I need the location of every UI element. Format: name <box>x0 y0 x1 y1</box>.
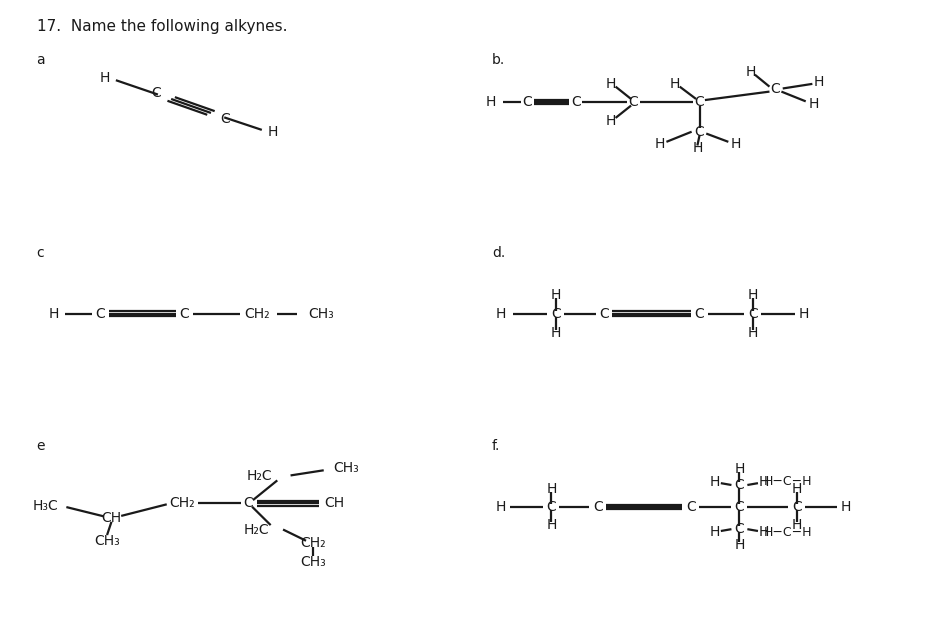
Text: CH₃: CH₃ <box>299 556 325 569</box>
Text: C: C <box>748 307 758 321</box>
Text: CH₂: CH₂ <box>245 307 271 321</box>
Text: H: H <box>48 307 60 321</box>
Text: H: H <box>759 525 769 539</box>
Text: H: H <box>745 64 756 79</box>
Text: H: H <box>692 141 702 155</box>
Text: H₂C: H₂C <box>244 523 270 536</box>
Text: H: H <box>496 307 506 321</box>
Text: H: H <box>710 476 720 489</box>
Text: H−C−H: H−C−H <box>764 526 812 539</box>
Text: e: e <box>36 439 45 453</box>
Text: C: C <box>629 95 638 109</box>
Text: C: C <box>523 95 532 109</box>
Text: C: C <box>547 500 556 514</box>
Text: H₂C: H₂C <box>246 469 272 483</box>
Text: 17.  Name the following alkynes.: 17. Name the following alkynes. <box>37 19 287 33</box>
Text: H₃C: H₃C <box>33 499 58 513</box>
Text: C: C <box>571 95 580 109</box>
Text: C: C <box>220 112 231 126</box>
Text: H: H <box>748 326 758 340</box>
Text: C: C <box>686 500 696 514</box>
Text: C: C <box>593 500 603 514</box>
Text: C: C <box>551 307 561 321</box>
Text: C: C <box>695 307 704 321</box>
Text: C: C <box>770 82 779 96</box>
Text: H: H <box>791 518 802 532</box>
Text: H: H <box>731 137 741 151</box>
Text: C: C <box>179 307 190 321</box>
Text: H: H <box>496 500 506 514</box>
Text: CH₂: CH₂ <box>299 536 325 550</box>
Text: H: H <box>546 518 557 532</box>
Text: H: H <box>734 462 745 476</box>
Text: C: C <box>600 307 609 321</box>
Text: H: H <box>551 288 561 301</box>
Text: C: C <box>735 500 744 514</box>
Text: CH₃: CH₃ <box>309 307 335 321</box>
Text: CH₃: CH₃ <box>333 461 359 474</box>
Text: H: H <box>798 307 809 321</box>
Text: CH₂: CH₂ <box>169 497 195 510</box>
Text: H: H <box>485 95 497 109</box>
Text: H: H <box>808 97 819 111</box>
Text: H: H <box>655 136 665 151</box>
Text: C: C <box>735 478 744 492</box>
Text: H: H <box>100 71 110 86</box>
Text: H: H <box>606 114 617 128</box>
Text: H: H <box>791 482 802 496</box>
Text: CH: CH <box>325 497 345 510</box>
Text: H: H <box>551 326 561 340</box>
Text: H: H <box>268 125 278 139</box>
Text: H−C−H: H−C−H <box>764 475 812 488</box>
Text: H: H <box>546 482 557 496</box>
Text: C: C <box>152 86 162 100</box>
Text: c: c <box>36 246 44 260</box>
Text: C: C <box>695 95 704 109</box>
Text: C: C <box>792 500 802 514</box>
Text: CH: CH <box>101 511 122 525</box>
Text: H: H <box>671 76 681 91</box>
Text: H: H <box>734 538 745 552</box>
Text: H: H <box>759 476 769 489</box>
Text: C: C <box>244 497 253 510</box>
Text: H: H <box>841 500 851 514</box>
Text: H: H <box>748 288 758 301</box>
Text: b.: b. <box>492 53 505 66</box>
Text: d.: d. <box>492 246 505 260</box>
Text: C: C <box>695 125 704 139</box>
Text: H: H <box>814 76 824 89</box>
Text: H: H <box>606 76 617 91</box>
Text: C: C <box>735 522 744 536</box>
Text: f.: f. <box>492 439 500 453</box>
Text: a: a <box>36 53 45 66</box>
Text: H: H <box>710 525 720 539</box>
Text: CH₃: CH₃ <box>94 534 120 548</box>
Text: C: C <box>96 307 105 321</box>
